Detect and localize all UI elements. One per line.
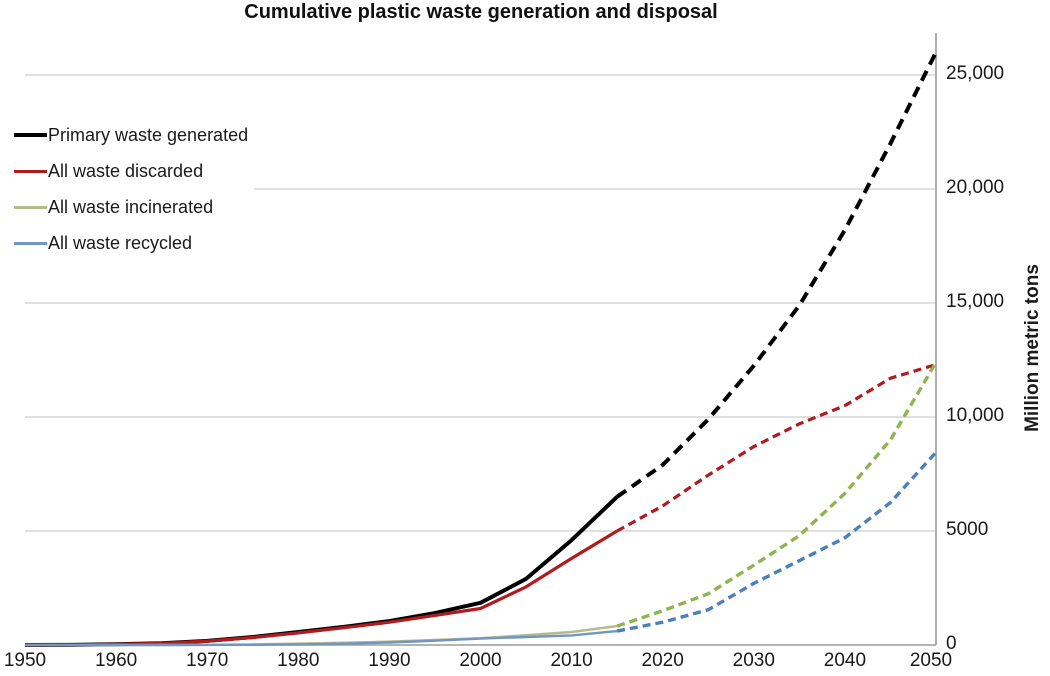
x-tick-label-1980: 1980 (277, 650, 320, 671)
y-tick-label-5000: 5000 (946, 519, 989, 541)
legend-label: All waste discarded (48, 160, 204, 181)
x-tick-label-1950: 1950 (3, 650, 47, 671)
legend-line-swatch (14, 169, 47, 173)
y-tick-label-10000: 10,000 (946, 405, 1005, 427)
legend-line-swatch (14, 133, 47, 137)
series-line-all-waste-discarded-projected (616, 363, 937, 533)
x-tick-label-2010: 2010 (550, 650, 593, 671)
series-line-primary-waste-generated-projected (615, 51, 938, 499)
x-tick-label-2040: 2040 (823, 650, 867, 671)
legend-label: All waste incinerated (48, 196, 214, 217)
y-axis-title: Million metric tons (1022, 264, 1043, 432)
series-line-all-waste-incinerated-projected (616, 361, 938, 628)
series-line-all-waste-recycled-observed (25, 629, 618, 647)
y-tick-label-15000: 15,000 (946, 291, 1005, 313)
x-tick-label-1960: 1960 (94, 650, 138, 671)
series-line-all-waste-recycled-projected (616, 451, 938, 633)
legend: Primary waste generated All waste discard… (12, 117, 255, 261)
legend-item-all-waste-incinerated: All waste incinerated (14, 189, 248, 225)
legend-label: All waste recycled (48, 232, 193, 253)
legend-item-all-waste-recycled: All waste recycled (14, 225, 248, 261)
y-tick-label-25000: 25,000 (946, 63, 1005, 85)
x-tick-label-2020: 2020 (641, 650, 684, 671)
x-tick-label-2030: 2030 (732, 650, 775, 671)
legend-label: Primary waste generated (48, 124, 249, 145)
x-tick-label-2050: 2050 (909, 650, 953, 671)
series-line-primary-waste-generated-observed (24, 495, 619, 647)
y-tick-label-0: 0 (946, 633, 957, 655)
legend-item-all-waste-discarded: All waste discarded (14, 153, 248, 189)
y-tick-label-20000: 20,000 (946, 177, 1005, 199)
legend-item-primary-waste-generated: Primary waste generated (14, 117, 248, 153)
chart-title: Cumulative plastic waste generation and … (244, 1, 718, 23)
x-tick-label-2000: 2000 (459, 650, 502, 671)
x-tick-label-1990: 1990 (368, 650, 411, 671)
x-tick-label-1970: 1970 (186, 650, 229, 671)
legend-line-swatch (14, 241, 47, 245)
legend-line-swatch (14, 205, 47, 209)
